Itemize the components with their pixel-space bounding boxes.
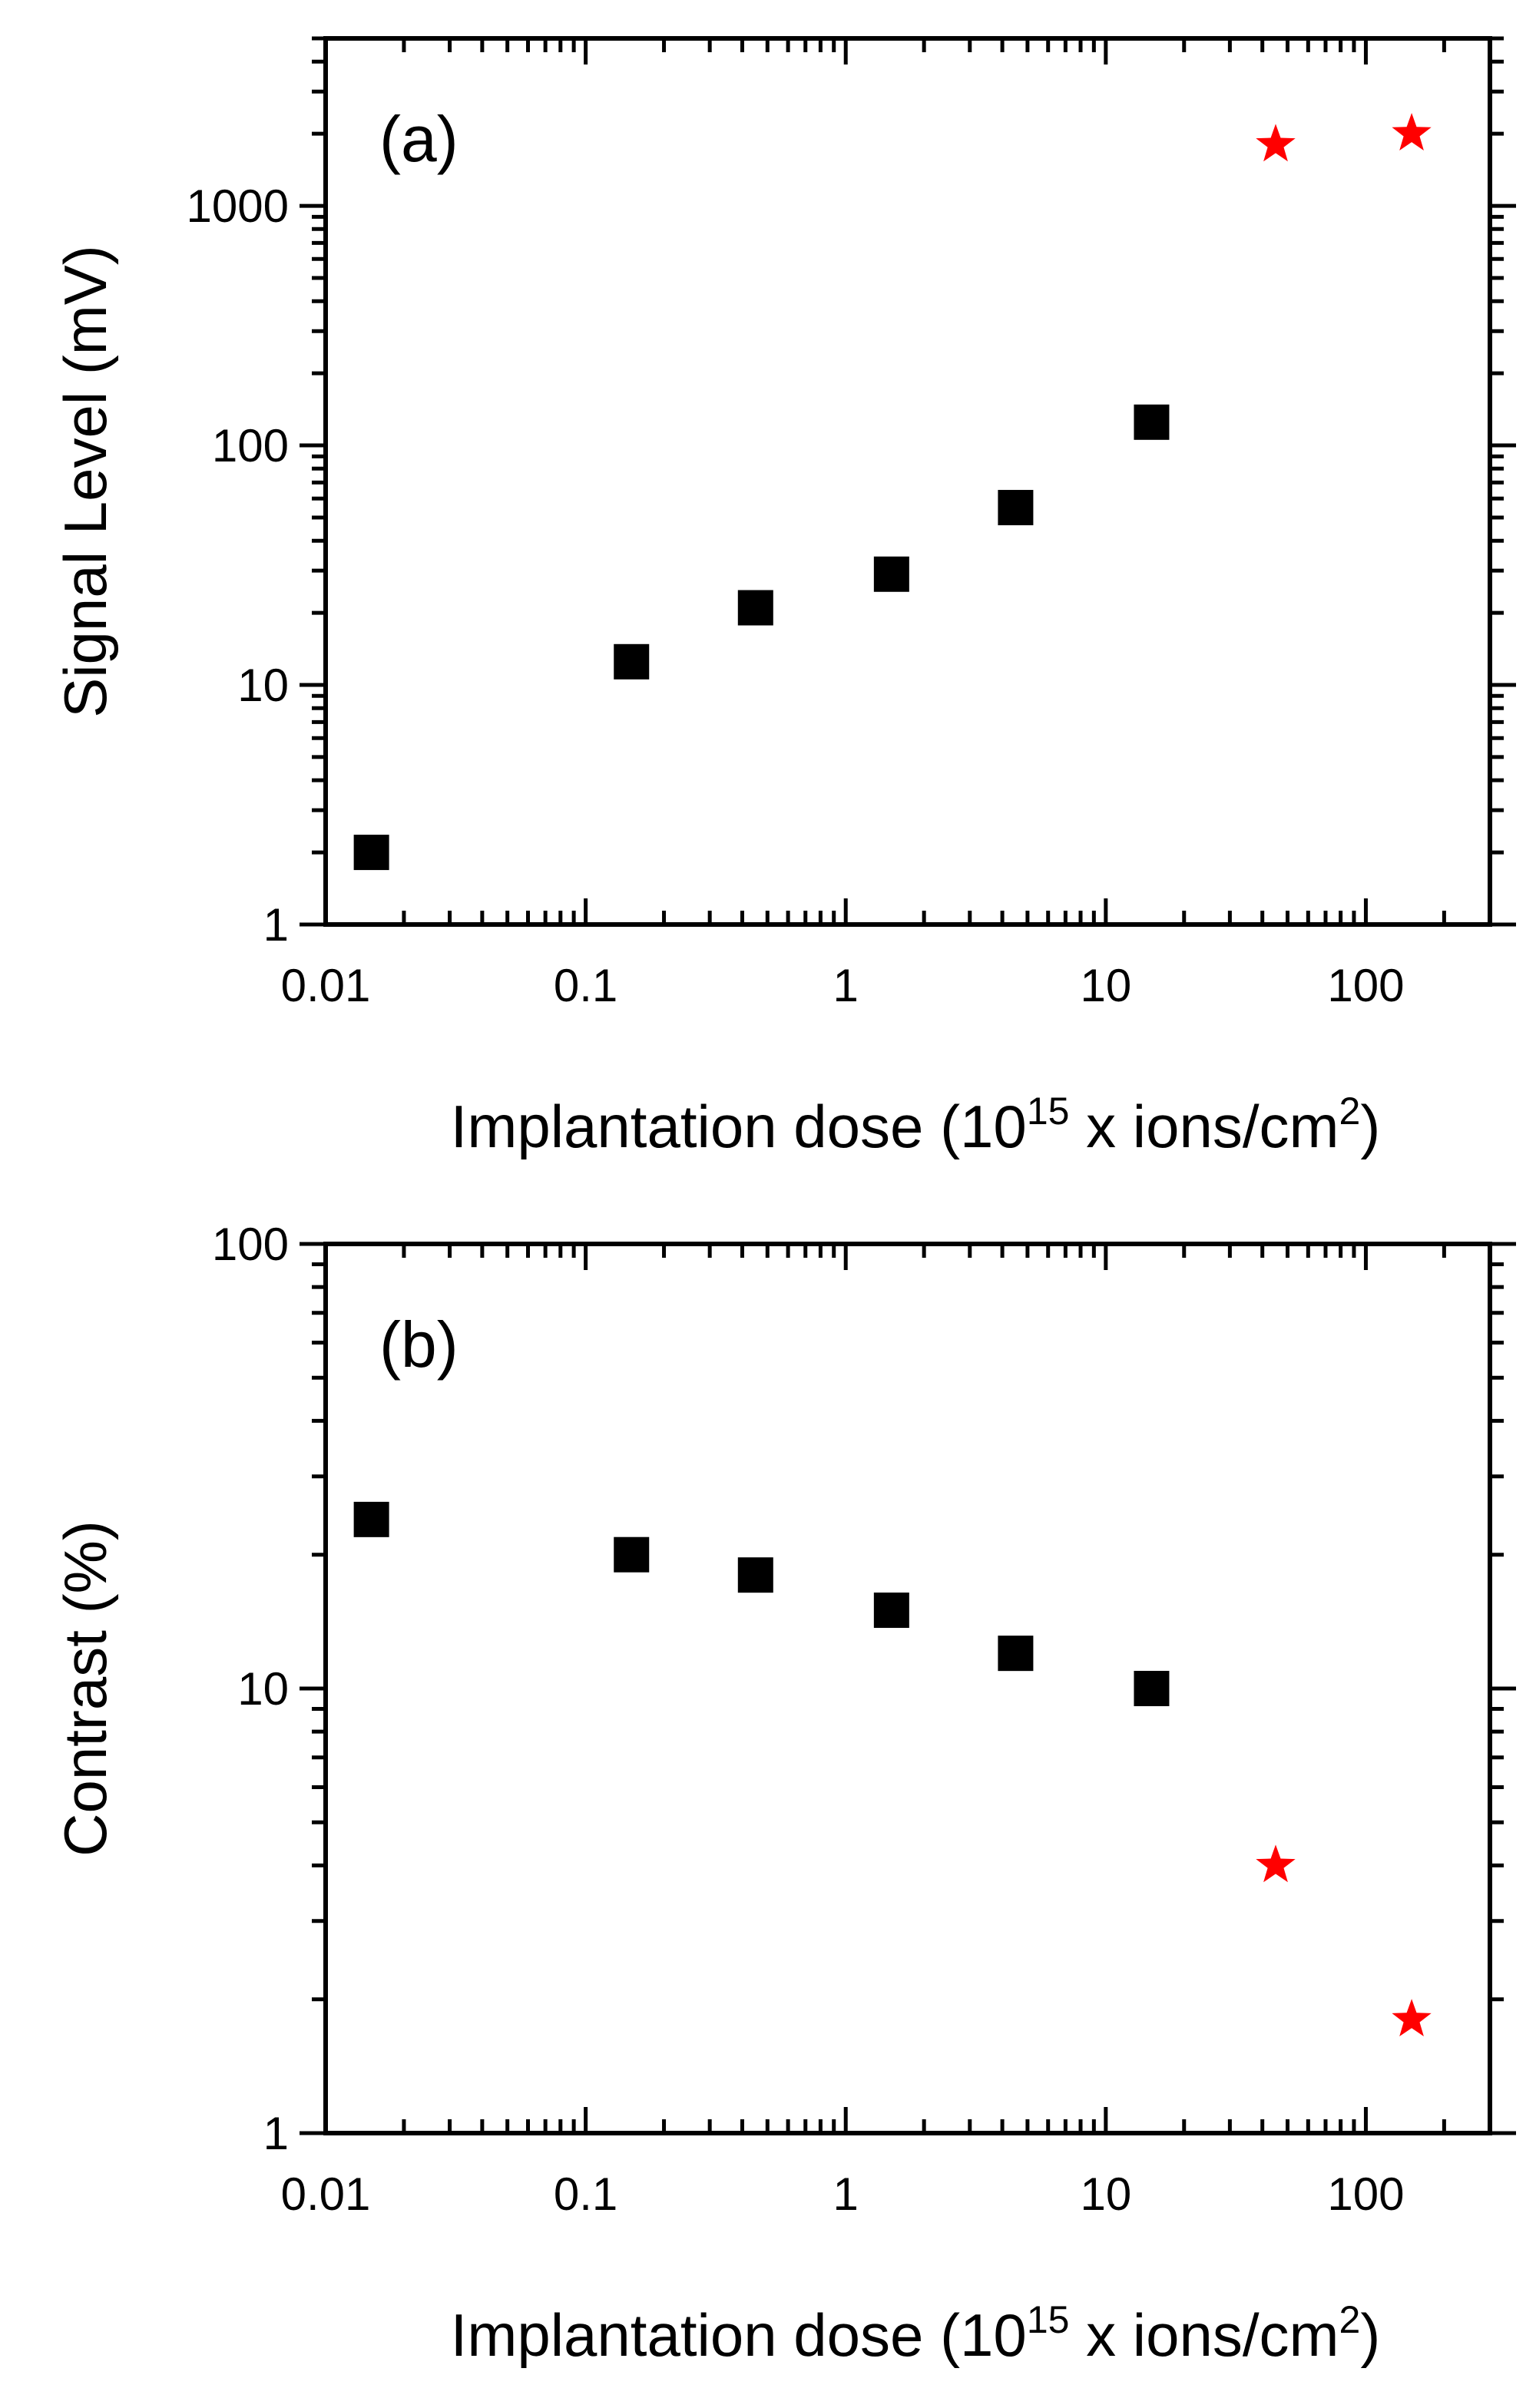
y-tick-label: 100 (212, 1219, 289, 1270)
x-axis-title-b-middle: x ions/cm (1069, 2301, 1339, 2369)
tick-marks-a (300, 36, 1516, 927)
square-marker (737, 590, 773, 626)
x-axis-title-b-end: ) (1360, 2301, 1380, 2369)
y-tick-label: 1000 (187, 180, 289, 232)
x-tick-label: 0.1 (554, 2168, 617, 2220)
x-axis-title-a-superscript-2: 2 (1339, 1090, 1361, 1133)
x-tick-labels-a: 0.01 0.1 1 10 100 (281, 960, 1405, 1011)
panel-a: 0.01 0.1 1 10 100 1 10 100 1000 (a) Signal Leve… (51, 36, 1516, 1160)
x-axis-title-a: Implantation dose (1015 x ions/cm2) (451, 1090, 1381, 1160)
panel-label-b: (b) (379, 1308, 458, 1381)
x-tick-labels-b: 0.01 0.1 1 10 100 (281, 2168, 1405, 2220)
x-tick-label: 0.01 (281, 960, 371, 1011)
square-marker (353, 835, 389, 871)
star-marker (1392, 1999, 1432, 2036)
star-marker (1392, 113, 1432, 150)
square-marker (873, 556, 909, 592)
y-axis-title-b: Contrast (%) (51, 1520, 119, 1857)
x-tick-label: 1 (833, 960, 859, 1011)
y-tick-label: 10 (237, 1663, 289, 1715)
square-marker (998, 490, 1034, 526)
x-tick-label: 100 (1327, 960, 1404, 1011)
x-axis-title-b-superscript-2: 2 (1339, 2298, 1361, 2341)
x-axis-title-b-main: Implantation dose (10 (451, 2301, 1027, 2369)
x-tick-label: 10 (1080, 960, 1131, 1011)
star-marker (1256, 1844, 1296, 1883)
data-markers-a (353, 113, 1432, 871)
square-marker (737, 1557, 773, 1593)
x-axis-title-a-middle: x ions/cm (1069, 1093, 1339, 1160)
x-axis-title-a-main: Implantation dose (10 (451, 1093, 1027, 1160)
y-tick-label: 100 (212, 420, 289, 471)
y-tick-label: 10 (237, 660, 289, 711)
square-marker (614, 1536, 650, 1573)
tick-marks-b (300, 1242, 1516, 2135)
y-tick-label: 1 (263, 899, 289, 951)
x-tick-label: 10 (1080, 2168, 1131, 2220)
y-tick-labels-b: 1 10 100 (212, 1219, 289, 2159)
x-axis-title-b: Implantation dose (1015 x ions/cm2) (451, 2298, 1381, 2369)
x-tick-label: 0.1 (554, 960, 617, 1011)
square-marker (873, 1593, 909, 1629)
x-axis-title-a-superscript-1: 15 (1027, 1090, 1070, 1133)
x-tick-label: 100 (1327, 2168, 1404, 2220)
square-marker (353, 1501, 389, 1537)
square-marker (1134, 404, 1170, 440)
y-tick-label: 1 (263, 2108, 289, 2159)
x-axis-title-a-end: ) (1360, 1093, 1380, 1160)
square-marker (998, 1636, 1034, 1672)
x-axis-title-b-superscript-1: 15 (1027, 2298, 1070, 2341)
x-tick-label: 0.01 (281, 2168, 371, 2220)
y-tick-labels-a: 1 10 100 1000 (187, 180, 289, 951)
data-markers-b (353, 1501, 1432, 2036)
square-marker (1134, 1671, 1170, 1706)
star-marker (1256, 124, 1296, 162)
y-axis-title-a: Signal Level (mV) (51, 245, 119, 718)
plot-frame-a (323, 36, 1492, 927)
panel-b: 0.01 0.1 1 10 100 1 10 100 (b) Contrast (%) Im… (51, 1219, 1516, 2369)
x-tick-label: 1 (833, 2168, 859, 2220)
square-marker (614, 643, 650, 680)
panel-label-a: (a) (379, 103, 458, 175)
plot-frame-b (323, 1242, 1492, 2135)
